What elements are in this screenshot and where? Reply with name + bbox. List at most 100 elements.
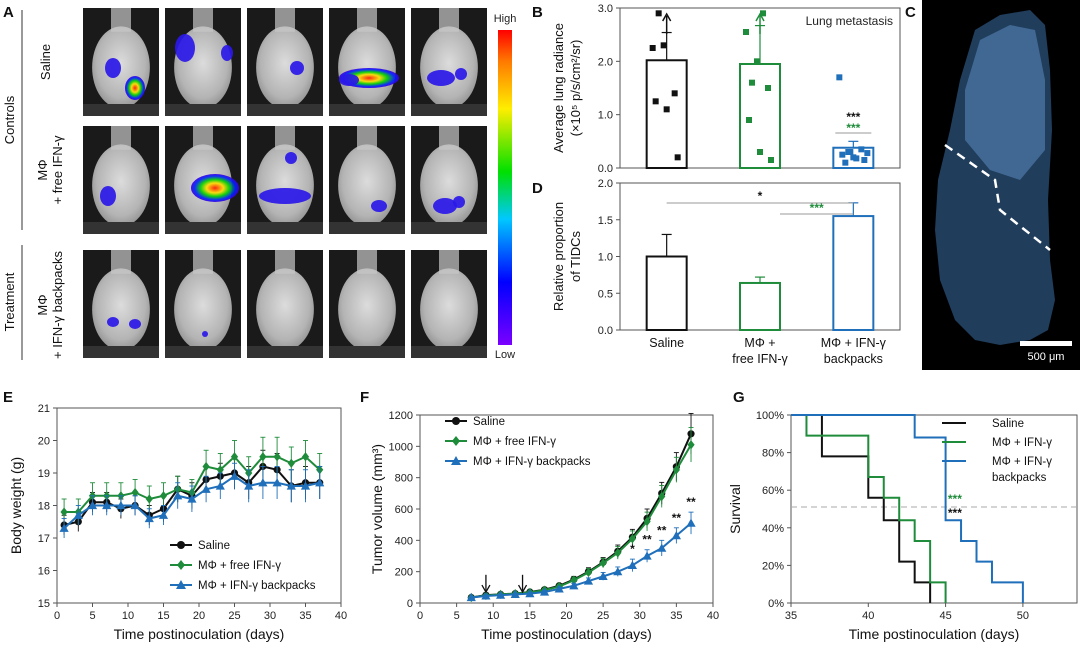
x-tick-label: 10 bbox=[122, 610, 134, 622]
nose-cone bbox=[439, 126, 459, 150]
data-point bbox=[663, 106, 670, 113]
bioluminescence-signal bbox=[100, 186, 116, 206]
x-tick-label: 30 bbox=[264, 610, 276, 622]
data-marker bbox=[658, 491, 666, 502]
data-point bbox=[743, 29, 749, 35]
bioluminescence-signal bbox=[259, 188, 311, 204]
data-point bbox=[861, 157, 868, 163]
data-marker bbox=[613, 567, 623, 576]
panel-letter-e: E bbox=[3, 389, 13, 406]
data-marker bbox=[686, 518, 696, 527]
data-marker bbox=[687, 440, 695, 450]
data-point bbox=[842, 159, 849, 166]
bioluminescence-signal bbox=[339, 74, 359, 86]
x-axis-label: Time postinoculation (days) bbox=[114, 626, 285, 642]
nose-cone bbox=[111, 250, 131, 274]
y-tick-label: 800 bbox=[395, 473, 413, 485]
x-axis-label: Time postinoculation (days) bbox=[481, 626, 652, 642]
category-label: Saline bbox=[649, 336, 684, 350]
significance-star: * bbox=[758, 189, 763, 203]
significance-stars-saline: *** bbox=[846, 110, 860, 124]
image-stage bbox=[83, 222, 159, 234]
data-point bbox=[649, 45, 656, 51]
y-tick-label: 15 bbox=[38, 598, 50, 610]
y-tick-label: 0% bbox=[768, 598, 784, 610]
y-tick-label: 20% bbox=[762, 560, 784, 572]
y-tick-label: 1000 bbox=[389, 441, 413, 453]
data-marker bbox=[158, 510, 169, 519]
data-marker bbox=[176, 580, 186, 589]
panel-letter-d: D bbox=[532, 180, 543, 197]
y-tick-label: 60% bbox=[762, 485, 784, 497]
data-point bbox=[839, 151, 846, 158]
bioluminescence-signal bbox=[427, 70, 455, 86]
data-point bbox=[853, 155, 860, 162]
image-stage bbox=[329, 222, 405, 234]
mouse-body bbox=[338, 144, 396, 227]
image-stage bbox=[165, 222, 241, 234]
data-point bbox=[864, 150, 871, 157]
legend-label: MΦ + IFN-γ bbox=[992, 437, 1052, 449]
off-scale-arrowhead bbox=[662, 12, 672, 22]
image-stage bbox=[83, 104, 159, 116]
significance-stars: ** bbox=[686, 495, 696, 509]
significance-stars-free: *** bbox=[948, 492, 962, 506]
row-label-backpack-2: + IFN-γ backpacks bbox=[50, 251, 65, 360]
bioluminescence-signal bbox=[129, 319, 141, 329]
x-tick-label: 15 bbox=[157, 610, 169, 622]
bioluminescence-signal bbox=[175, 34, 195, 62]
data-marker bbox=[216, 465, 224, 475]
nose-cone bbox=[439, 250, 459, 274]
y-axis-label: Tumor volume (mm³) bbox=[369, 444, 385, 574]
tumor-boundary-line bbox=[944, 143, 1051, 251]
colorbar-high-label: High bbox=[494, 13, 517, 25]
data-marker bbox=[173, 491, 183, 500]
x-tick-label: 20 bbox=[193, 610, 205, 622]
data-marker bbox=[259, 452, 267, 462]
significance-stars: *** bbox=[810, 201, 824, 215]
data-marker bbox=[244, 481, 254, 490]
panel-a: A Controls Treatment Saline MΦ + free IF… bbox=[2, 4, 516, 361]
nose-cone bbox=[193, 126, 213, 150]
data-marker bbox=[554, 584, 564, 593]
y-tick-label: 1.5 bbox=[598, 215, 613, 227]
panel-b: B 0.0 1.0 2.0 3.0 Average lung radiance (×10⁵… bbox=[532, 3, 901, 175]
panel-letter-g: G bbox=[733, 389, 745, 406]
data-marker bbox=[187, 494, 197, 503]
data-marker bbox=[272, 478, 282, 487]
y-tick-label: 40% bbox=[762, 523, 784, 535]
image-stage bbox=[165, 104, 241, 116]
y-tick-label: 0.0 bbox=[598, 163, 613, 175]
x-tick-label: 5 bbox=[454, 610, 460, 622]
bioluminescence-signal bbox=[433, 198, 457, 214]
y-tick-label: 1.0 bbox=[598, 110, 613, 122]
data-point bbox=[746, 117, 752, 123]
data-marker bbox=[451, 456, 461, 465]
data-marker bbox=[569, 581, 579, 590]
x-axis-label: Time postinoculation (days) bbox=[849, 626, 1020, 642]
data-point bbox=[749, 79, 755, 86]
data-marker bbox=[116, 500, 126, 510]
data-marker bbox=[102, 500, 112, 510]
data-marker bbox=[570, 575, 578, 585]
y-tick-label: 400 bbox=[395, 535, 413, 547]
data-marker bbox=[202, 461, 210, 472]
y-axis-label-line1: Average lung radiance bbox=[551, 23, 566, 153]
data-point bbox=[845, 149, 852, 155]
x-tick-label: 0 bbox=[54, 610, 60, 622]
group-label-controls: Controls bbox=[2, 95, 17, 144]
y-tick-label: 100% bbox=[756, 410, 784, 422]
x-tick-label: 40 bbox=[707, 610, 719, 622]
panel-letter-a: A bbox=[3, 4, 14, 21]
colorbar-low-label: Low bbox=[495, 349, 515, 361]
x-tick-label: 20 bbox=[560, 610, 572, 622]
y-axis-label-line2: (×10⁵ p/s/cm²/sr) bbox=[568, 40, 583, 137]
data-marker bbox=[73, 510, 83, 519]
nose-cone bbox=[357, 126, 377, 150]
row-label-backpack-1: MΦ bbox=[35, 294, 50, 315]
data-marker bbox=[177, 560, 185, 570]
y-tick-label: 1200 bbox=[389, 410, 413, 422]
bioluminescence-signal bbox=[221, 45, 233, 61]
data-marker bbox=[287, 458, 295, 468]
